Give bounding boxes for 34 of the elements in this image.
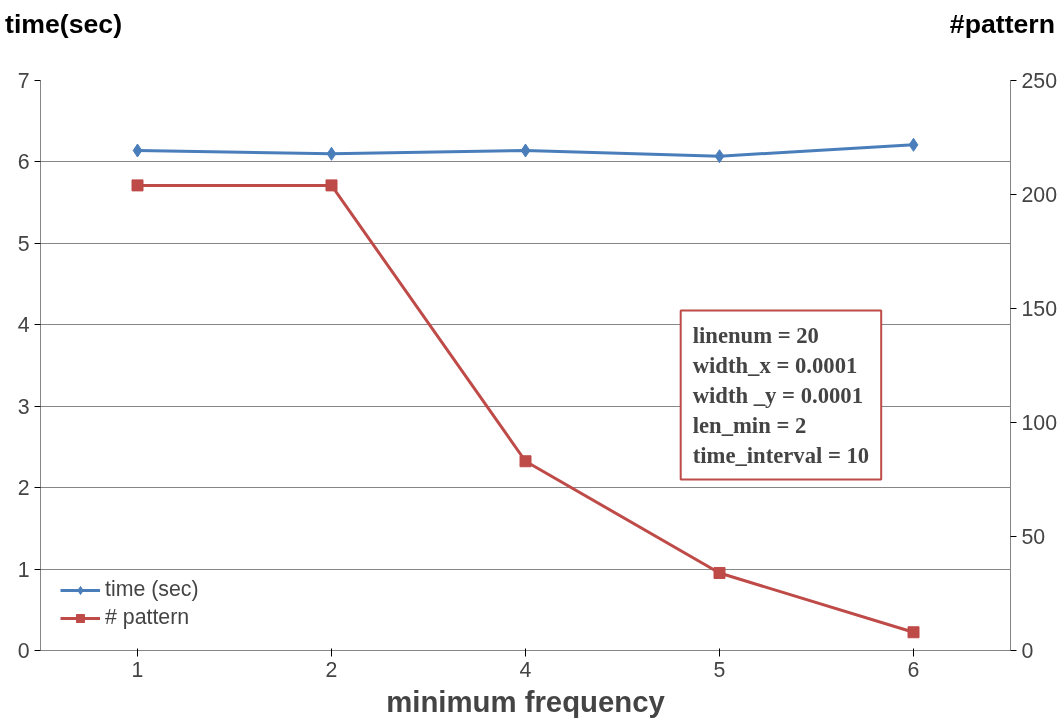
- x-tick-label: 1: [131, 657, 144, 682]
- y2-tick-label: 150: [1021, 297, 1058, 321]
- point: [907, 626, 920, 639]
- y-tick-label: 4: [17, 313, 30, 338]
- y-tick-label: 1: [17, 557, 30, 582]
- y-tick-label: 7: [17, 69, 30, 93]
- annotation: width_x = 0.0001: [692, 352, 858, 378]
- y2-tick-label: 50: [1021, 525, 1046, 549]
- point: [131, 179, 144, 192]
- y2-tick-label: 0: [1021, 639, 1034, 663]
- y-tick-label: 5: [17, 231, 30, 256]
- y2-tick-label: 200: [1021, 183, 1058, 207]
- legend-label: # pattern: [105, 605, 190, 630]
- y-tick-label: 0: [17, 639, 30, 663]
- point: [325, 179, 338, 192]
- y-tick-label: 2: [17, 476, 30, 501]
- y-tick-label: 3: [17, 394, 30, 419]
- x-axis-title: minimum frequency: [386, 684, 666, 718]
- y-axis-title: time(sec): [5, 8, 123, 41]
- x-tick-label: 6: [907, 657, 920, 682]
- y2-tick-label: 100: [1021, 411, 1058, 435]
- x-tick-label: 5: [713, 657, 726, 682]
- y2-tick-label: 250: [1021, 69, 1058, 93]
- annotation: linenum = 20: [692, 322, 819, 348]
- annotation: len_min = 2: [692, 412, 807, 438]
- x-tick-label: 4: [519, 657, 532, 682]
- y2-axis-title: #pattern: [949, 8, 1055, 41]
- annotation: width _y = 0.0001: [692, 382, 863, 408]
- x-tick-label: 2: [325, 657, 338, 682]
- annotation: time_interval = 10: [692, 442, 870, 468]
- point: [713, 566, 726, 579]
- point: [519, 455, 532, 468]
- y-tick-label: 6: [17, 150, 30, 175]
- legend-label: time (sec): [105, 577, 199, 602]
